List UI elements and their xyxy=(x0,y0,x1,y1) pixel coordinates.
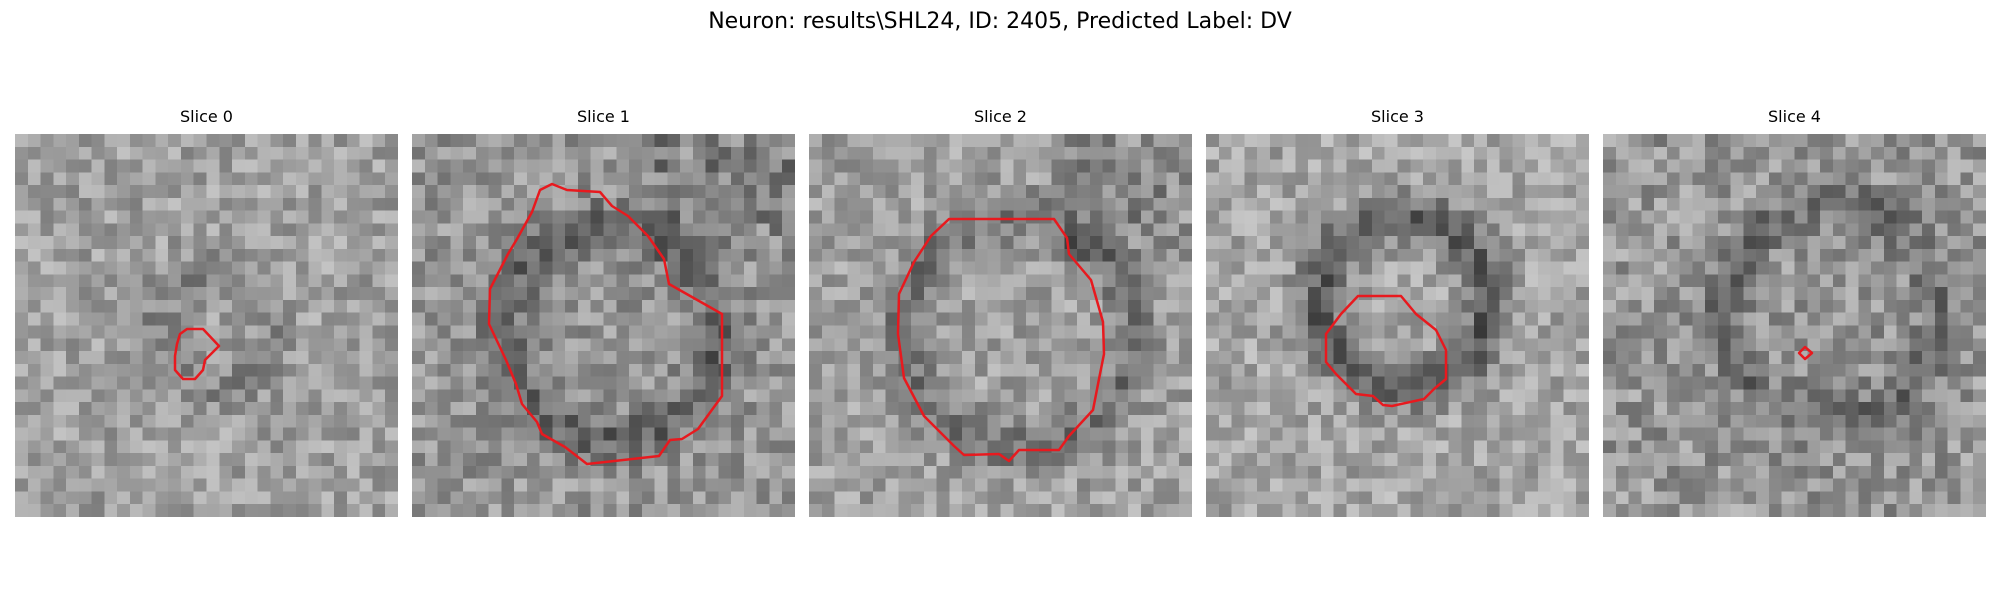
slice-image xyxy=(1603,134,1986,517)
slice-image xyxy=(1206,134,1589,517)
slice-title: Slice 3 xyxy=(1371,107,1424,126)
slice-image-frame xyxy=(1603,134,1986,517)
roi-contour-overlay xyxy=(896,217,1106,463)
slice-panel-2: Slice 2 xyxy=(809,106,1192,517)
roi-contour xyxy=(896,217,1106,463)
slice-image xyxy=(15,134,398,517)
roi-contour-overlay xyxy=(1797,345,1814,361)
slice-image-frame xyxy=(412,134,795,517)
slice-image xyxy=(809,134,1192,517)
slice-panel-1: Slice 1 xyxy=(412,106,795,517)
roi-contour xyxy=(173,327,221,381)
slice-panel-3: Slice 3 xyxy=(1206,106,1589,517)
figure-title: Neuron: results\SHL24, ID: 2405, Predict… xyxy=(708,9,1292,34)
roi-contour xyxy=(487,182,724,466)
roi-contour xyxy=(1324,294,1448,408)
roi-contour-overlay xyxy=(1324,294,1448,408)
slice-title: Slice 1 xyxy=(577,107,630,126)
slice-image-frame xyxy=(1206,134,1589,517)
roi-contour-overlay xyxy=(173,327,221,381)
slice-title: Slice 4 xyxy=(1768,107,1821,126)
slice-panel-0: Slice 0 xyxy=(15,106,398,517)
slice-title: Slice 0 xyxy=(180,107,233,126)
slice-title: Slice 2 xyxy=(974,107,1027,126)
roi-contour xyxy=(1797,345,1814,361)
slice-image-frame xyxy=(809,134,1192,517)
slice-panel-4: Slice 4 xyxy=(1603,106,1986,517)
roi-contour-overlay xyxy=(487,182,724,466)
slice-image-frame xyxy=(15,134,398,517)
